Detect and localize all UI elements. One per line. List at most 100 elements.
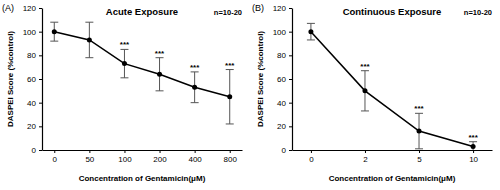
x-tick-label: 0 xyxy=(309,155,314,164)
figure: 020406080100120050100200400800**********… xyxy=(0,0,500,190)
panel: 02040608010012002510*********Continuous … xyxy=(252,3,493,183)
marker xyxy=(308,29,313,34)
x-tick: 100 xyxy=(118,150,132,164)
x-tick-label: 5 xyxy=(417,155,422,164)
error-cap xyxy=(85,22,93,23)
x-axis-title: Concentration of Gentamicin(μM) xyxy=(79,174,206,183)
y-axis: 0 20 40 60 80 100 120 xyxy=(273,4,293,155)
marker xyxy=(87,37,92,42)
x-tick-label: 800 xyxy=(224,155,238,164)
error-cap xyxy=(191,102,199,103)
y-tick-label: 80 xyxy=(27,51,36,60)
x-tick-label: 50 xyxy=(85,155,94,164)
y-tick: 20 xyxy=(27,122,42,131)
y-axis-line xyxy=(42,9,43,151)
plot: 02040608010012002510*********Continuous … xyxy=(273,4,493,164)
x-tick-mark xyxy=(473,150,474,153)
x-axis: 0 2 5 10 xyxy=(293,150,493,164)
plot: 020406080100120050100200400800**********… xyxy=(23,4,243,164)
error-bar xyxy=(85,22,93,58)
x-tick-label: 100 xyxy=(118,155,132,164)
marker xyxy=(362,88,367,93)
y-tick-label: 60 xyxy=(277,75,286,84)
line xyxy=(54,32,229,97)
x-tick: 800 xyxy=(224,150,238,164)
y-tick-mark xyxy=(289,8,292,9)
error-cap xyxy=(361,110,369,111)
error-cap xyxy=(226,123,234,124)
significance-label: *** xyxy=(360,62,370,71)
x-tick-mark xyxy=(419,150,420,153)
y-tick-label: 40 xyxy=(277,99,286,108)
x-tick-label: 0 xyxy=(53,155,58,164)
significance-label: *** xyxy=(120,40,130,49)
y-tick: 120 xyxy=(23,4,42,13)
y-tick-label: 120 xyxy=(23,4,37,13)
x-tick: 50 xyxy=(85,150,94,164)
y-tick-mark xyxy=(39,55,42,56)
y-axis-line xyxy=(292,9,293,151)
x-tick-mark xyxy=(89,150,90,153)
x-axis: 0 50 100 200 400 800 xyxy=(43,150,243,164)
error-cap xyxy=(50,22,58,23)
marker xyxy=(52,29,57,34)
error-cap xyxy=(120,77,128,78)
x-tick-mark xyxy=(124,150,125,153)
y-axis-title: DASPEI Score (%control) xyxy=(256,31,265,127)
error-cap xyxy=(415,148,423,149)
error-bar xyxy=(191,72,199,103)
x-tick: 5 xyxy=(417,150,422,164)
y-tick-label: 100 xyxy=(273,28,287,37)
error-bar xyxy=(361,71,369,111)
y-tick-label: 120 xyxy=(273,4,287,13)
significance-label: *** xyxy=(414,104,424,113)
error-bar xyxy=(226,70,234,124)
y-tick-label: 0 xyxy=(282,146,287,155)
y-tick: 60 xyxy=(277,75,292,84)
error-cap xyxy=(156,90,164,91)
y-tick: 20 xyxy=(277,122,292,131)
x-tick: 0 xyxy=(309,150,314,164)
subtitle: n=10-20 xyxy=(464,8,492,17)
significance-label: *** xyxy=(468,133,478,142)
y-tick: 100 xyxy=(23,28,42,37)
x-tick: 200 xyxy=(153,150,167,164)
y-tick: 80 xyxy=(277,51,292,60)
y-tick-mark xyxy=(289,103,292,104)
y-tick: 0 xyxy=(32,146,42,155)
y-tick-mark xyxy=(289,32,292,33)
error-bar xyxy=(415,113,423,149)
marks xyxy=(50,22,233,124)
subtitle: n=10-20 xyxy=(214,8,242,17)
y-tick-label: 0 xyxy=(32,146,37,155)
x-tick-label: 200 xyxy=(153,155,167,164)
x-tick: 2 xyxy=(363,150,368,164)
x-tick-label: 400 xyxy=(188,155,202,164)
y-tick-label: 60 xyxy=(27,75,36,84)
x-axis-line xyxy=(293,150,493,151)
y-tick-label: 20 xyxy=(27,122,36,131)
y-tick-mark xyxy=(39,103,42,104)
y-tick-mark xyxy=(39,126,42,127)
x-axis-title: Concentration of Gentamicin(μM) xyxy=(329,174,456,183)
x-tick: 0 xyxy=(53,150,58,164)
error-bar xyxy=(307,23,315,40)
x-tick: 400 xyxy=(188,150,202,164)
y-tick: 100 xyxy=(273,28,292,37)
error-cap xyxy=(307,39,315,40)
y-tick-mark xyxy=(39,32,42,33)
marker xyxy=(417,129,422,134)
error-cap xyxy=(307,23,315,24)
error-bar xyxy=(156,58,164,91)
x-tick-mark xyxy=(54,150,55,153)
error-cap xyxy=(50,41,58,42)
y-tick-label: 40 xyxy=(27,99,36,108)
x-tick: 10 xyxy=(469,150,478,164)
x-tick-mark xyxy=(230,150,231,153)
error-bar xyxy=(50,22,58,41)
y-tick: 40 xyxy=(27,99,42,108)
y-tick-label: 80 xyxy=(277,51,286,60)
x-axis-line xyxy=(43,150,243,151)
marks xyxy=(307,23,477,150)
y-tick-mark xyxy=(289,126,292,127)
